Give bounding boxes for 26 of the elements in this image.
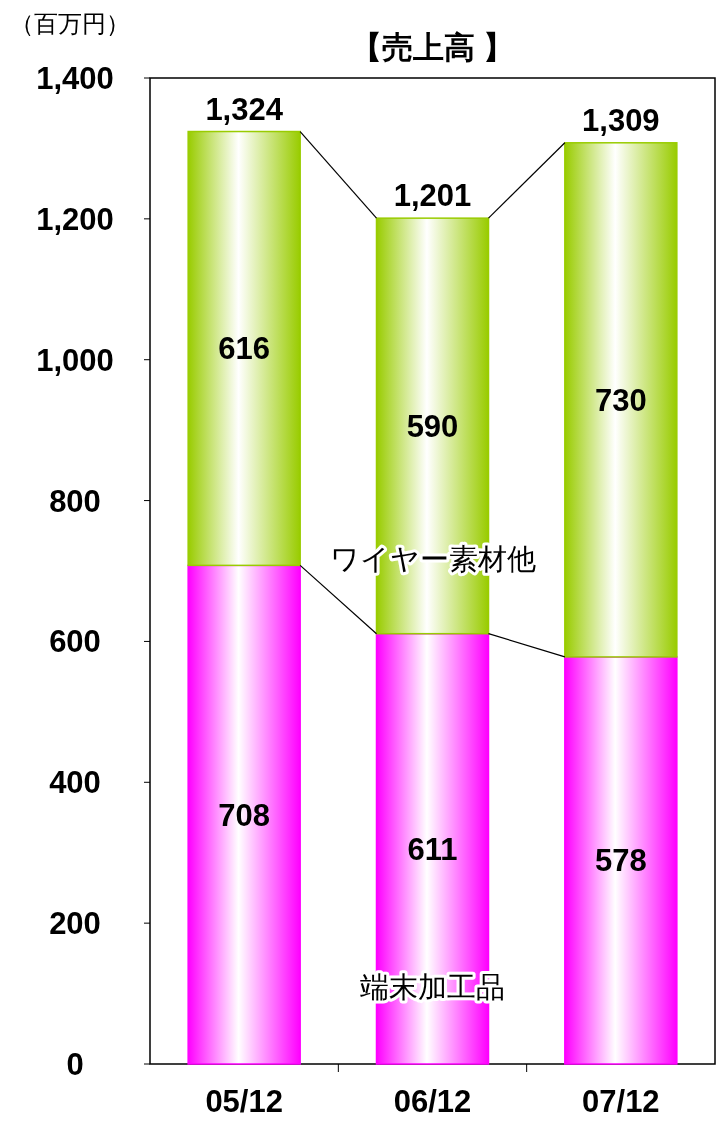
- x-tick-label: 07/12: [582, 1084, 660, 1119]
- y-tick-label: 400: [49, 765, 101, 801]
- data-label: 730: [594, 382, 647, 418]
- total-label: 1,201: [393, 178, 472, 214]
- data-label: 578: [594, 843, 647, 879]
- y-axis-title: （百万円）: [10, 10, 130, 37]
- y-tick-label: 1,000: [36, 342, 114, 378]
- data-label: 611: [407, 831, 458, 867]
- total-label: 1,324: [205, 91, 284, 127]
- bar: [187, 130, 301, 567]
- x-tick-label: 05/12: [205, 1084, 283, 1119]
- bar: [564, 656, 678, 1065]
- bar: [564, 142, 678, 658]
- total-label: 1,309: [582, 102, 660, 138]
- y-tick-label: 600: [49, 624, 101, 660]
- y-tick-label: 0: [66, 1047, 84, 1082]
- bar: [187, 564, 301, 1065]
- data-label: 590: [406, 408, 459, 444]
- x-tick-label: 06/12: [393, 1084, 472, 1119]
- y-tick-label: 200: [49, 906, 101, 942]
- y-tick-label: 1,200: [36, 201, 114, 237]
- data-label: 616: [218, 331, 271, 367]
- chart-title: 【売上高 】: [350, 30, 515, 65]
- data-label: 708: [218, 797, 271, 833]
- y-tick-label: 1,400: [36, 61, 114, 96]
- y-tick-label: 800: [49, 483, 101, 519]
